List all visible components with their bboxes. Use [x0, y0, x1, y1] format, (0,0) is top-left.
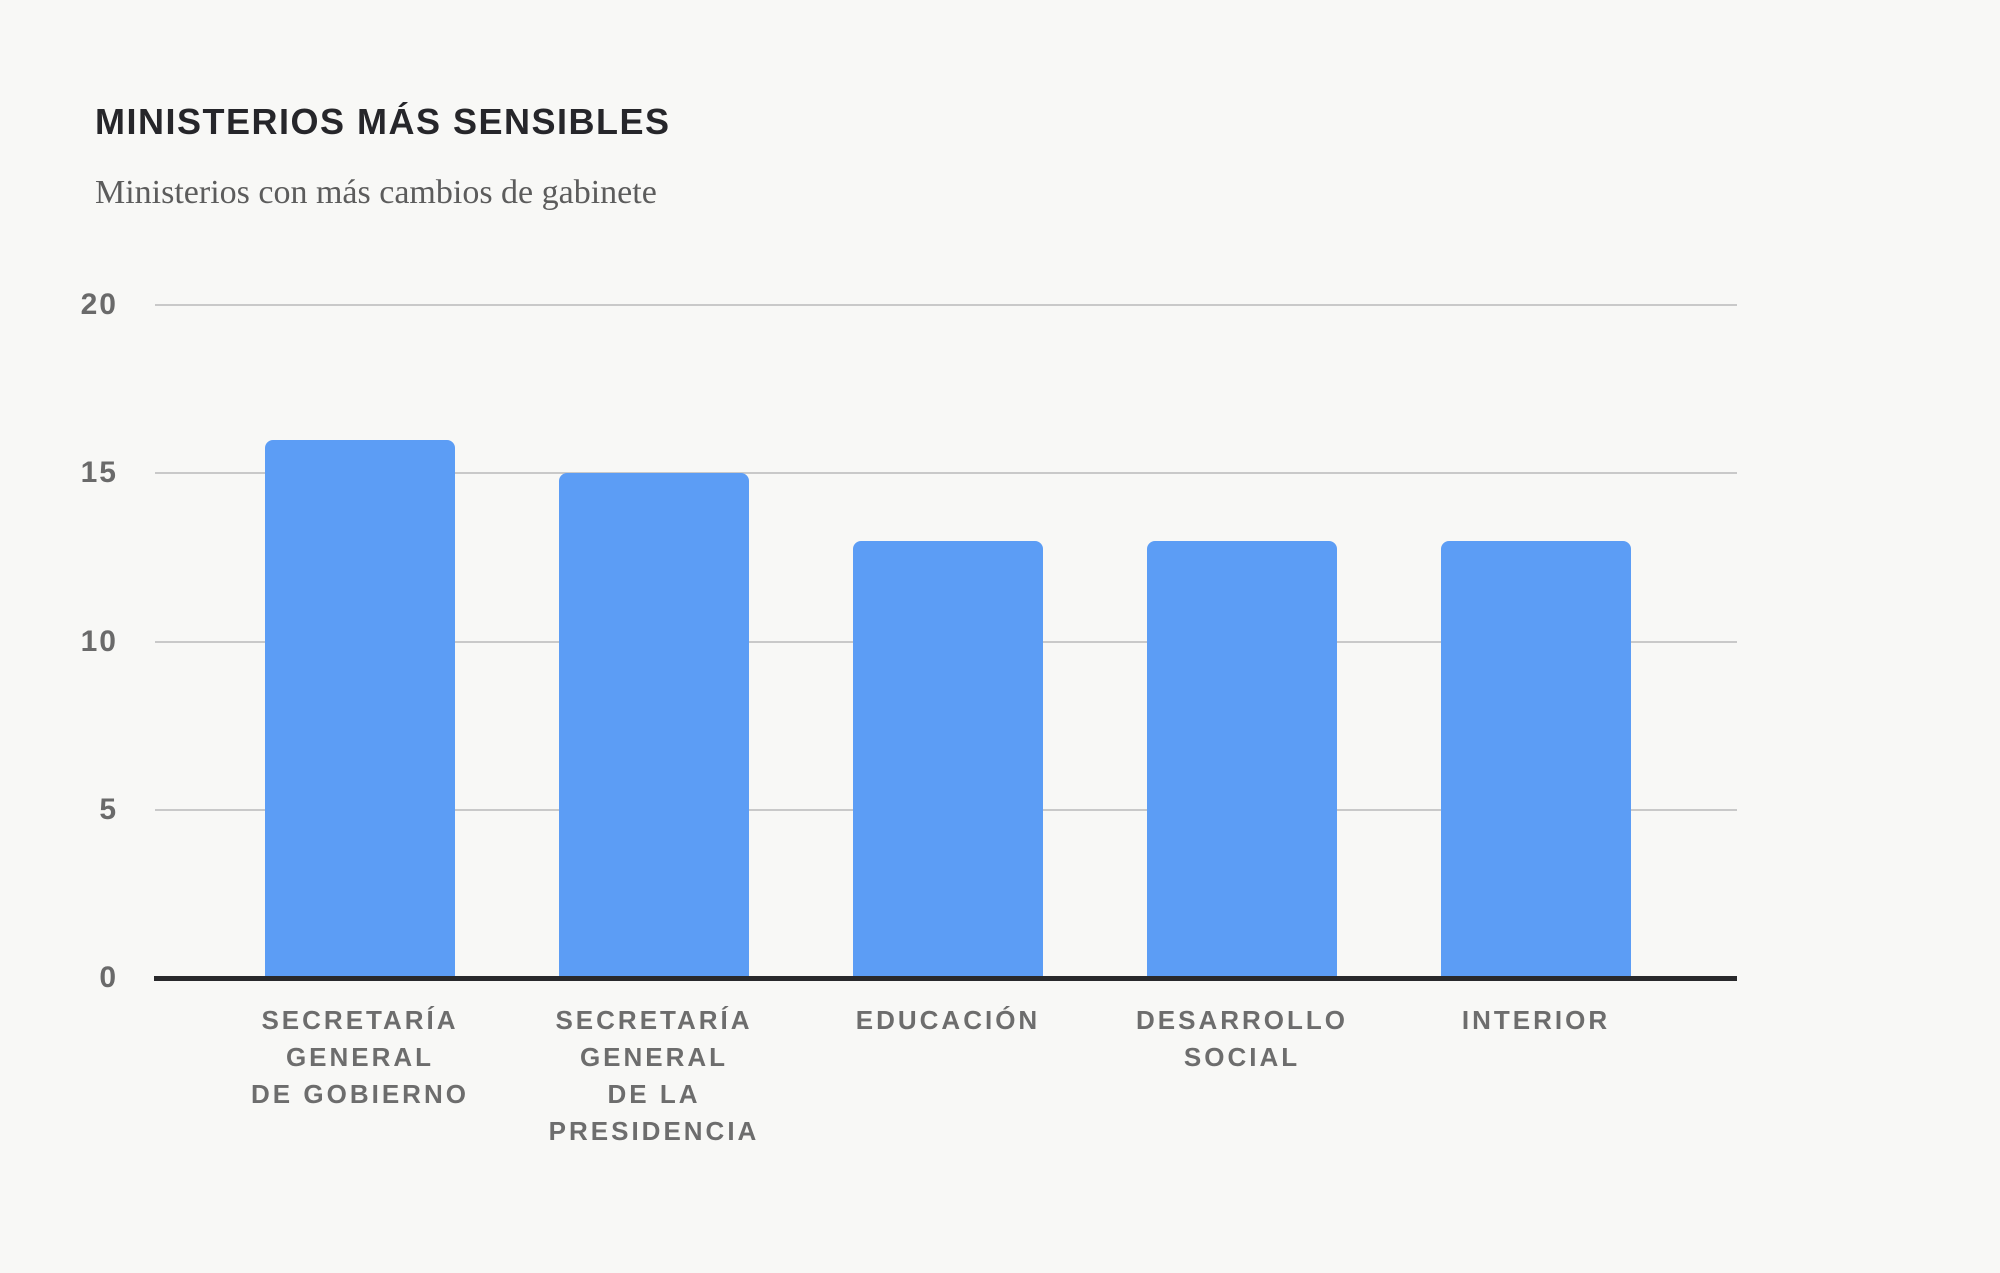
- x-axis-label: SECRETARÍA GENERAL DE LA PRESIDENCIA: [548, 1005, 760, 1146]
- x-axis-label: SECRETARÍA GENERAL DE GOBIERNO: [251, 1005, 469, 1109]
- bar: [1441, 540, 1631, 978]
- bar: [265, 439, 455, 978]
- gridline: [155, 472, 1737, 475]
- x-axis-label: INTERIOR: [1461, 1005, 1611, 1035]
- y-tick-label: 20: [80, 288, 118, 321]
- bar: [559, 473, 749, 978]
- x-axis-label: DESARROLLO SOCIAL: [1136, 1005, 1348, 1072]
- bar: [853, 540, 1043, 978]
- x-axis-label: EDUCACIÓN: [855, 1005, 1041, 1035]
- bar: [1147, 540, 1337, 978]
- x-axis-line: [154, 975, 1737, 981]
- y-tick-label: 10: [80, 624, 118, 658]
- gridline: [155, 304, 1737, 306]
- y-tick-label: 5: [99, 792, 118, 826]
- y-tick-label: 15: [80, 456, 118, 490]
- chart-subtitle: Ministerios con más cambios de gabinete: [95, 174, 657, 211]
- chart-title: MINISTERIOS MÁS SENSIBLES: [95, 101, 671, 142]
- y-tick-label: 0: [99, 961, 118, 994]
